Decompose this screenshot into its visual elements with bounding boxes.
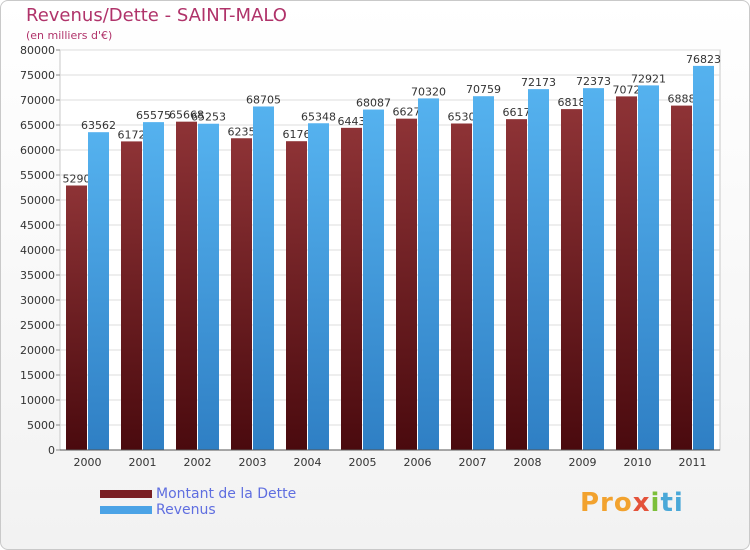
bar-revenus: [418, 98, 439, 451]
bar-revenus: [473, 96, 494, 450]
x-tick-label: 2010: [624, 456, 652, 469]
data-label-dette: 6818: [558, 96, 586, 109]
bar-revenus: [253, 106, 274, 450]
data-label-revenus: 63562: [81, 119, 116, 132]
x-tick-label: 2011: [679, 456, 707, 469]
y-tick-label: 15000: [20, 369, 55, 382]
data-label-revenus: 65348: [301, 110, 336, 123]
x-tick-label: 2003: [239, 456, 267, 469]
data-label-dette: 6443: [338, 115, 366, 128]
bar-dette: [286, 141, 307, 450]
y-tick-label: 75000: [20, 69, 55, 82]
x-tick-label: 2007: [459, 456, 487, 469]
data-label-revenus: 72173: [521, 76, 556, 89]
data-label-revenus: 65575: [136, 109, 171, 122]
chart-title: Revenus/Dette - SAINT-MALO: [26, 5, 287, 26]
y-tick-label: 0: [48, 444, 55, 457]
y-tick-label: 5000: [27, 419, 55, 432]
y-tick-label: 60000: [20, 144, 55, 157]
proxiti-logo: Proxiti: [580, 488, 684, 518]
legend-swatch-dette: [100, 490, 152, 498]
x-tick-label: 2005: [349, 456, 377, 469]
chart-subtitle: (en milliers d'€): [26, 29, 113, 42]
data-label-dette: 6172: [118, 128, 146, 141]
y-tick-label: 45000: [20, 219, 55, 232]
data-label-dette: 5290: [63, 173, 91, 186]
logo-part-pro: Pro: [580, 488, 633, 518]
bar-dette: [231, 138, 252, 450]
data-label-dette: 6530: [448, 111, 476, 124]
y-tick-label: 30000: [20, 294, 55, 307]
legend-label-revenus: Revenus: [156, 502, 216, 518]
x-tick-label: 2009: [569, 456, 597, 469]
y-tick-label: 55000: [20, 169, 55, 182]
data-label-revenus: 72921: [631, 72, 666, 85]
data-label-dette: 6617: [503, 106, 531, 119]
x-tick-label: 2001: [129, 456, 157, 469]
x-tick-label: 2004: [294, 456, 322, 469]
data-label-revenus: 70759: [466, 83, 501, 96]
bar-dette: [66, 185, 87, 450]
bar-revenus: [693, 65, 714, 450]
legend-label-dette: Montant de la Dette: [156, 486, 297, 502]
bar-dette: [561, 109, 582, 450]
data-label-revenus: 65253: [191, 111, 226, 124]
logo-part-x: x: [632, 488, 651, 518]
bar-revenus: [308, 123, 329, 450]
legend-item-dette: Montant de la Dette: [100, 486, 296, 502]
x-tick-label: 2000: [74, 456, 102, 469]
bar-revenus: [638, 85, 659, 451]
y-tick-label: 70000: [20, 94, 55, 107]
logo-part-ti: ti: [660, 488, 684, 518]
x-tick-label: 2006: [404, 456, 432, 469]
bar-revenus: [528, 89, 549, 450]
y-tick-label: 25000: [20, 319, 55, 332]
data-label-revenus: 76823: [686, 53, 721, 66]
data-label-dette: 6888: [668, 93, 696, 106]
data-label-dette: 6627: [393, 106, 421, 119]
y-tick-label: 10000: [20, 394, 55, 407]
data-label-dette: 6176: [283, 128, 311, 141]
x-tick-label: 2008: [514, 456, 542, 469]
data-label-dette: 6235: [228, 125, 256, 138]
bar-revenus: [363, 109, 384, 450]
legend-item-revenus: Revenus: [100, 502, 296, 518]
bar-dette: [451, 123, 472, 450]
legend-swatch-revenus: [100, 506, 152, 514]
bar-dette: [341, 127, 362, 450]
logo-part-i: i: [650, 488, 661, 518]
bar-dette: [396, 118, 417, 451]
bar-dette: [506, 119, 527, 451]
x-tick-label: 2002: [184, 456, 212, 469]
y-tick-label: 65000: [20, 119, 55, 132]
data-label-revenus: 72373: [576, 75, 611, 88]
y-tick-label: 20000: [20, 344, 55, 357]
y-tick-label: 40000: [20, 244, 55, 257]
legend: Montant de la Dette Revenus: [100, 486, 296, 518]
bar-dette: [616, 96, 637, 451]
data-label-dette: 7072: [613, 83, 641, 96]
bar-dette: [121, 141, 142, 450]
y-tick-label: 35000: [20, 269, 55, 282]
bar-revenus: [143, 122, 164, 450]
bar-revenus: [198, 123, 219, 451]
y-tick-label: 80000: [20, 44, 55, 57]
data-label-revenus: 68705: [246, 93, 281, 106]
bar-revenus: [583, 88, 604, 450]
bar-dette: [671, 105, 692, 450]
data-label-revenus: 68087: [356, 97, 391, 110]
y-tick-label: 50000: [20, 194, 55, 207]
bar-dette: [176, 121, 197, 450]
bar-revenus: [88, 132, 109, 450]
data-label-dette: 65668: [169, 109, 204, 122]
data-label-revenus: 70320: [411, 85, 446, 98]
